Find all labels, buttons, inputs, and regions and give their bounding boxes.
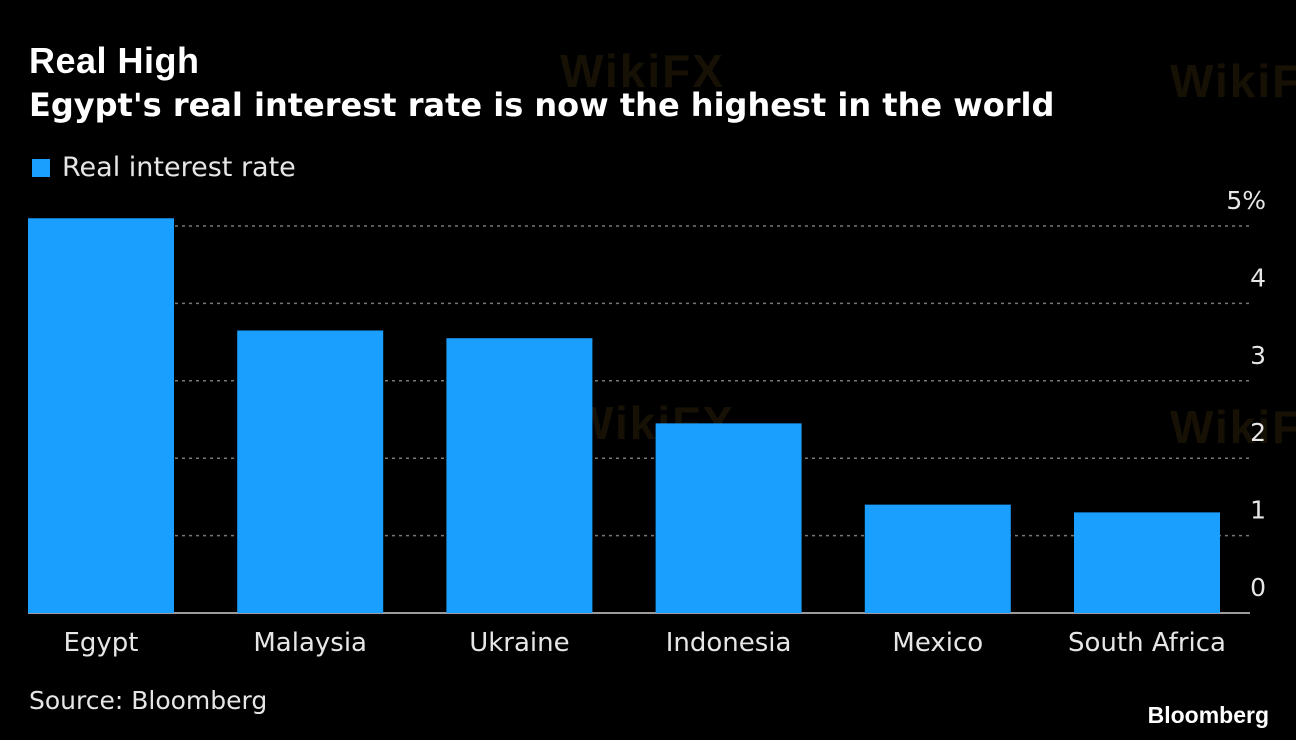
y-axis-ticks: 0 1 2 3 4 5% [1226, 186, 1266, 602]
y-tick-label: 2 [1250, 418, 1266, 447]
chart-subtitle: Egypt's real interest rate is now the hi… [29, 86, 1055, 124]
bar-indonesia [655, 423, 802, 613]
legend-label: Real interest rate [62, 152, 296, 183]
legend-swatch [32, 158, 50, 177]
brand-logo-text: Bloomberg [1147, 702, 1269, 728]
bars [28, 218, 1220, 613]
x-tick-label: Indonesia [666, 628, 792, 658]
gridlines [28, 225, 1250, 614]
y-tick-label: 1 [1250, 496, 1266, 525]
bar-mexico [864, 504, 1011, 613]
x-tick-label: Egypt [63, 628, 138, 658]
x-tick-label: Malaysia [253, 628, 367, 658]
bar-ukraine [446, 338, 593, 613]
source-note: Source: Bloomberg [29, 686, 268, 715]
bar-malaysia [237, 330, 384, 613]
chart-title: Real High [29, 40, 200, 81]
x-tick-label: South Africa [1068, 628, 1226, 658]
y-tick-label: 0 [1250, 573, 1266, 602]
y-tick-label: 4 [1250, 263, 1266, 292]
x-tick-label: Mexico [892, 628, 983, 658]
legend: Real interest rate [32, 152, 296, 183]
x-axis-labels: Egypt Malaysia Ukraine Indonesia Mexico South… [63, 628, 1226, 658]
y-tick-label: 3 [1250, 341, 1266, 370]
bar-south-africa [1074, 512, 1220, 613]
x-tick-label: Ukraine [469, 628, 569, 658]
bar-egypt [28, 218, 174, 613]
y-tick-label: 5% [1226, 186, 1266, 215]
